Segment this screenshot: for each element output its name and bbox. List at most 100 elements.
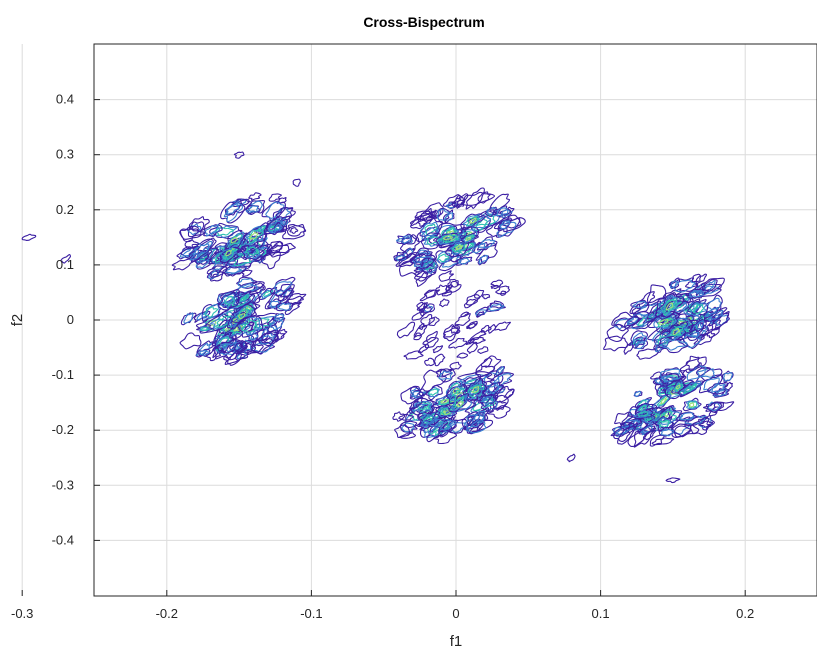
contour-blob xyxy=(656,395,670,406)
contour-blob xyxy=(495,366,505,376)
contour-blob xyxy=(489,372,514,390)
contour-blob xyxy=(267,242,296,255)
contour-blob xyxy=(451,388,468,401)
contour-blob xyxy=(428,388,439,396)
contour-blob xyxy=(277,302,292,311)
contour-blob xyxy=(199,349,210,356)
contour-blob xyxy=(203,224,223,237)
contour-blob xyxy=(624,419,641,428)
contour-blob xyxy=(632,332,648,347)
contour-blob xyxy=(704,280,716,294)
contour-blob xyxy=(703,377,720,393)
contour-blob xyxy=(684,322,698,334)
contour-blob xyxy=(498,206,515,220)
contour-blob xyxy=(418,404,435,418)
contour-blob xyxy=(438,368,456,383)
contour-blob xyxy=(469,217,477,224)
contour-blob xyxy=(688,402,695,408)
contour-blob xyxy=(189,240,213,261)
contour-blob xyxy=(441,290,452,297)
contour-blob xyxy=(634,340,646,350)
contour-blob xyxy=(654,293,685,320)
contour-blob xyxy=(464,216,491,237)
contour-blob xyxy=(417,302,428,313)
contour-blob xyxy=(478,254,488,264)
contour-blob xyxy=(276,196,287,205)
contour-blob xyxy=(666,317,694,330)
contour-blob xyxy=(196,257,213,270)
contour-blob xyxy=(236,290,254,304)
isolated-contour xyxy=(233,151,245,159)
contour-blob xyxy=(439,298,450,308)
contour-blob xyxy=(223,200,244,222)
contour-blob xyxy=(437,405,456,418)
contour-blob xyxy=(450,382,463,395)
contour-blob xyxy=(222,249,236,261)
contour-blob xyxy=(616,425,634,436)
y-axis-ticks: 0.4 0.3 0.2 0.1 0 -0.1 -0.2 -0.3 -0.4 xyxy=(52,92,100,547)
contour-blob xyxy=(268,193,282,202)
contour-blob xyxy=(626,313,649,330)
contour-blob xyxy=(671,317,690,330)
contour-blob xyxy=(656,317,674,328)
contour-blob xyxy=(495,207,509,217)
contour-blob xyxy=(234,306,251,322)
contour-blob xyxy=(692,320,705,331)
contour-blob xyxy=(460,311,470,318)
contour-blob xyxy=(673,319,688,329)
contour-blob xyxy=(399,420,418,434)
contour-blob xyxy=(248,228,264,243)
contour-blob xyxy=(274,281,293,294)
contour-blob xyxy=(445,283,453,292)
contour-blob xyxy=(285,292,307,305)
contour-blob xyxy=(630,299,649,310)
contour-blob xyxy=(701,279,718,294)
contour-blob xyxy=(466,320,478,329)
contour-blob xyxy=(424,357,435,367)
contour-blob xyxy=(201,304,221,319)
contour-blob xyxy=(289,227,299,234)
contour-blob xyxy=(399,432,417,439)
contour-blob xyxy=(208,270,220,280)
y-tick-label: 0.4 xyxy=(56,92,74,107)
contour-blob xyxy=(686,400,700,410)
contour-blob xyxy=(403,350,424,360)
contour-blob xyxy=(249,322,269,344)
contour-blob xyxy=(231,303,256,323)
contour-blob xyxy=(448,337,468,349)
contour-blob xyxy=(428,316,440,327)
x-axis-ticks: -0.4-0.3-0.2-0.100.10.20.30.4 xyxy=(11,590,754,621)
contour-blob xyxy=(442,327,461,338)
contour-blob xyxy=(660,396,668,405)
contour-blob xyxy=(179,225,205,240)
contour-blob xyxy=(683,301,704,316)
contour-blob xyxy=(658,319,669,325)
contour-blob xyxy=(673,425,692,438)
contour-blob xyxy=(424,261,435,271)
contour-blob xyxy=(412,255,432,269)
contour-blob xyxy=(214,341,243,360)
contour-blob xyxy=(675,384,681,390)
contour-blob xyxy=(420,232,445,250)
contour-blob xyxy=(476,311,485,318)
contour-blob xyxy=(429,209,441,219)
contour-blob xyxy=(437,253,450,263)
contour-blob xyxy=(275,206,296,219)
contour-blob xyxy=(245,200,266,215)
contour-blob xyxy=(490,284,501,290)
y-tick-label: 0 xyxy=(67,312,74,327)
contour-blob xyxy=(232,281,265,296)
isolated-contour xyxy=(566,453,576,463)
contour-blob xyxy=(439,234,457,243)
contour-blob xyxy=(707,297,722,311)
contour-blob xyxy=(264,289,288,310)
contour-blob xyxy=(665,302,674,311)
contour-blob xyxy=(494,400,508,411)
contour-blob xyxy=(443,324,459,342)
contour-blob xyxy=(475,309,488,317)
contour-blob xyxy=(445,280,462,294)
contour-blob xyxy=(422,336,439,349)
contour-blob xyxy=(611,311,640,328)
contour-blob xyxy=(703,401,725,413)
contour-blob xyxy=(204,306,219,318)
